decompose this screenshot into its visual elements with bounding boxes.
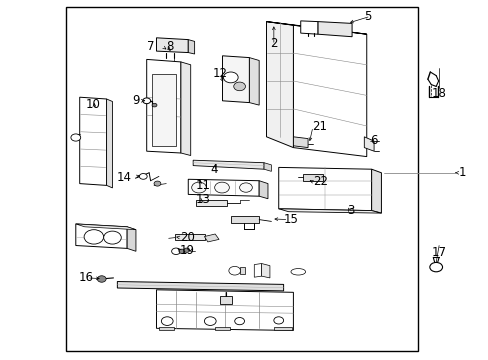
Text: 12: 12 — [212, 67, 227, 80]
Polygon shape — [266, 22, 293, 148]
Circle shape — [429, 262, 442, 272]
Polygon shape — [278, 209, 381, 213]
Circle shape — [239, 183, 252, 192]
Polygon shape — [239, 267, 245, 274]
Polygon shape — [159, 327, 173, 330]
Polygon shape — [259, 181, 267, 199]
Polygon shape — [293, 137, 307, 148]
Circle shape — [142, 98, 150, 104]
Circle shape — [139, 174, 147, 179]
Text: 22: 22 — [312, 175, 327, 188]
Circle shape — [214, 182, 229, 193]
Text: 3: 3 — [346, 204, 354, 217]
Polygon shape — [364, 137, 373, 151]
Circle shape — [97, 276, 106, 282]
Polygon shape — [317, 22, 351, 37]
Polygon shape — [254, 264, 261, 277]
Polygon shape — [181, 62, 190, 156]
Text: 1: 1 — [458, 166, 465, 179]
Circle shape — [161, 317, 173, 325]
Text: 21: 21 — [311, 120, 326, 133]
Polygon shape — [220, 296, 232, 304]
Polygon shape — [300, 21, 317, 34]
Circle shape — [71, 134, 81, 141]
Polygon shape — [215, 327, 229, 330]
Polygon shape — [266, 22, 366, 34]
Polygon shape — [273, 327, 292, 330]
Bar — [151, 74, 176, 146]
Circle shape — [233, 82, 245, 91]
Polygon shape — [76, 224, 136, 230]
Text: 16: 16 — [78, 271, 93, 284]
Polygon shape — [293, 25, 366, 157]
Circle shape — [183, 248, 189, 252]
Polygon shape — [146, 59, 181, 153]
Polygon shape — [156, 290, 293, 330]
Circle shape — [171, 248, 180, 255]
Polygon shape — [249, 58, 259, 105]
Circle shape — [223, 72, 238, 83]
Text: 14: 14 — [117, 171, 132, 184]
Text: 2: 2 — [269, 37, 277, 50]
Circle shape — [152, 103, 157, 107]
Text: 18: 18 — [431, 87, 446, 100]
Text: 5: 5 — [363, 10, 371, 23]
Polygon shape — [371, 169, 381, 213]
Text: 10: 10 — [85, 98, 100, 111]
Polygon shape — [188, 40, 194, 54]
Text: 13: 13 — [195, 193, 210, 206]
Text: 8: 8 — [166, 40, 173, 53]
Text: 9: 9 — [132, 94, 139, 107]
Text: 6: 6 — [369, 134, 377, 147]
Circle shape — [191, 182, 206, 193]
Polygon shape — [156, 38, 188, 53]
Polygon shape — [127, 227, 136, 251]
Polygon shape — [204, 234, 219, 242]
Circle shape — [204, 317, 216, 325]
Text: 15: 15 — [283, 213, 298, 226]
Circle shape — [84, 230, 103, 244]
Text: 4: 4 — [210, 163, 217, 176]
Text: 7: 7 — [146, 40, 154, 53]
Polygon shape — [106, 99, 112, 188]
Polygon shape — [175, 234, 205, 240]
Polygon shape — [76, 224, 127, 248]
Text: 11: 11 — [195, 179, 210, 192]
Ellipse shape — [290, 269, 305, 275]
Polygon shape — [303, 174, 322, 181]
Text: 20: 20 — [180, 231, 194, 244]
Polygon shape — [195, 200, 227, 206]
Polygon shape — [264, 163, 271, 171]
Circle shape — [273, 317, 283, 324]
Text: 17: 17 — [431, 246, 446, 258]
Circle shape — [154, 181, 161, 186]
Circle shape — [179, 249, 184, 253]
Polygon shape — [278, 167, 371, 211]
Circle shape — [234, 318, 244, 325]
Circle shape — [228, 266, 240, 275]
Polygon shape — [117, 282, 283, 291]
Text: 19: 19 — [180, 244, 195, 257]
Circle shape — [103, 231, 121, 244]
Polygon shape — [261, 264, 269, 278]
Polygon shape — [80, 97, 106, 185]
Bar — [66, 7, 417, 351]
Polygon shape — [222, 56, 249, 103]
Polygon shape — [188, 179, 259, 196]
Polygon shape — [230, 216, 259, 223]
Polygon shape — [193, 160, 264, 169]
